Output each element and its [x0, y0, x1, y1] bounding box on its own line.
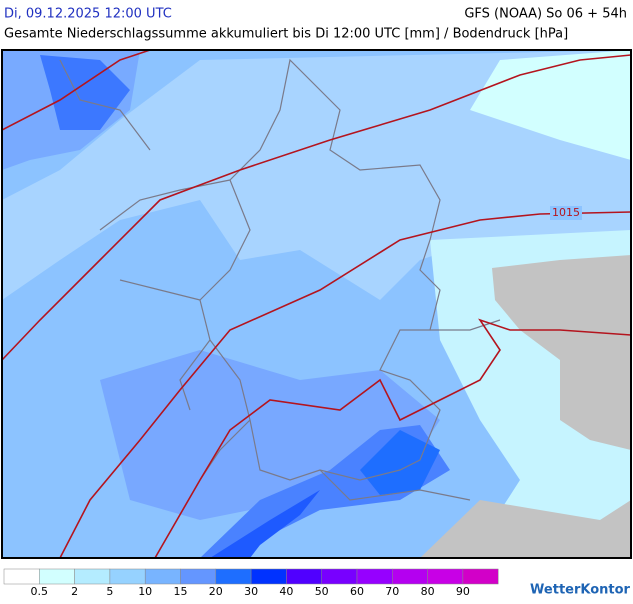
legend-swatch: [3, 568, 40, 585]
legend-tick-label: 20: [209, 585, 223, 598]
precip-area: [360, 430, 440, 495]
legend-swatch: [286, 568, 322, 585]
legend-tick-label: 15: [174, 585, 188, 598]
legend-swatch: [392, 568, 428, 585]
legend-swatch: [144, 568, 181, 585]
valid-time: Di, 09.12.2025 12:00 UTC: [4, 7, 172, 22]
legend-swatch: [74, 568, 111, 585]
legend-swatch: [109, 568, 146, 585]
map: 1015: [1, 49, 632, 559]
legend-tick-label: 60: [350, 585, 364, 598]
legend-swatch: [215, 568, 252, 585]
legend-tick-label: 0.5: [31, 585, 49, 598]
legend-swatch: [180, 568, 217, 585]
isobars: [2, 50, 631, 558]
legend-tick-label: 2: [71, 585, 78, 598]
isobar-label: 1015: [552, 206, 580, 219]
logo: WetterKontor: [530, 583, 631, 598]
legend-tick-label: 50: [315, 585, 329, 598]
legend: 0.5 2 5 10 15 20 30 40 50 60 70 80 90: [3, 568, 499, 598]
legend-swatch: [250, 568, 287, 585]
legend-tick-label: 5: [106, 585, 113, 598]
model-run: GFS (NOAA) So 06 + 54h: [464, 7, 627, 22]
precip-area: [2, 50, 631, 300]
legend-swatch: [427, 568, 464, 585]
legend-swatch: [462, 568, 499, 585]
legend-tick-label: 70: [385, 585, 399, 598]
precip-area: [40, 55, 130, 130]
map-frame: [1, 49, 632, 559]
land-outside: [492, 255, 631, 450]
legend-swatch: [321, 568, 358, 585]
legend-tick-label: 10: [138, 585, 152, 598]
borders: [59, 58, 501, 501]
legend-tick-label: 30: [244, 585, 258, 598]
map-subtitle: Gesamte Niederschlagssumme akkumuliert b…: [4, 27, 568, 42]
legend-swatch: [356, 568, 393, 585]
precip-area: [470, 50, 631, 160]
legend-swatch: [39, 568, 75, 585]
legend-tick-label: 40: [279, 585, 293, 598]
legend-tick-label: 90: [456, 585, 470, 598]
isobar-label-bg: [550, 206, 582, 220]
land-outside: [420, 500, 631, 558]
legend-tick-label: 80: [421, 585, 435, 598]
precip-area: [210, 490, 320, 558]
